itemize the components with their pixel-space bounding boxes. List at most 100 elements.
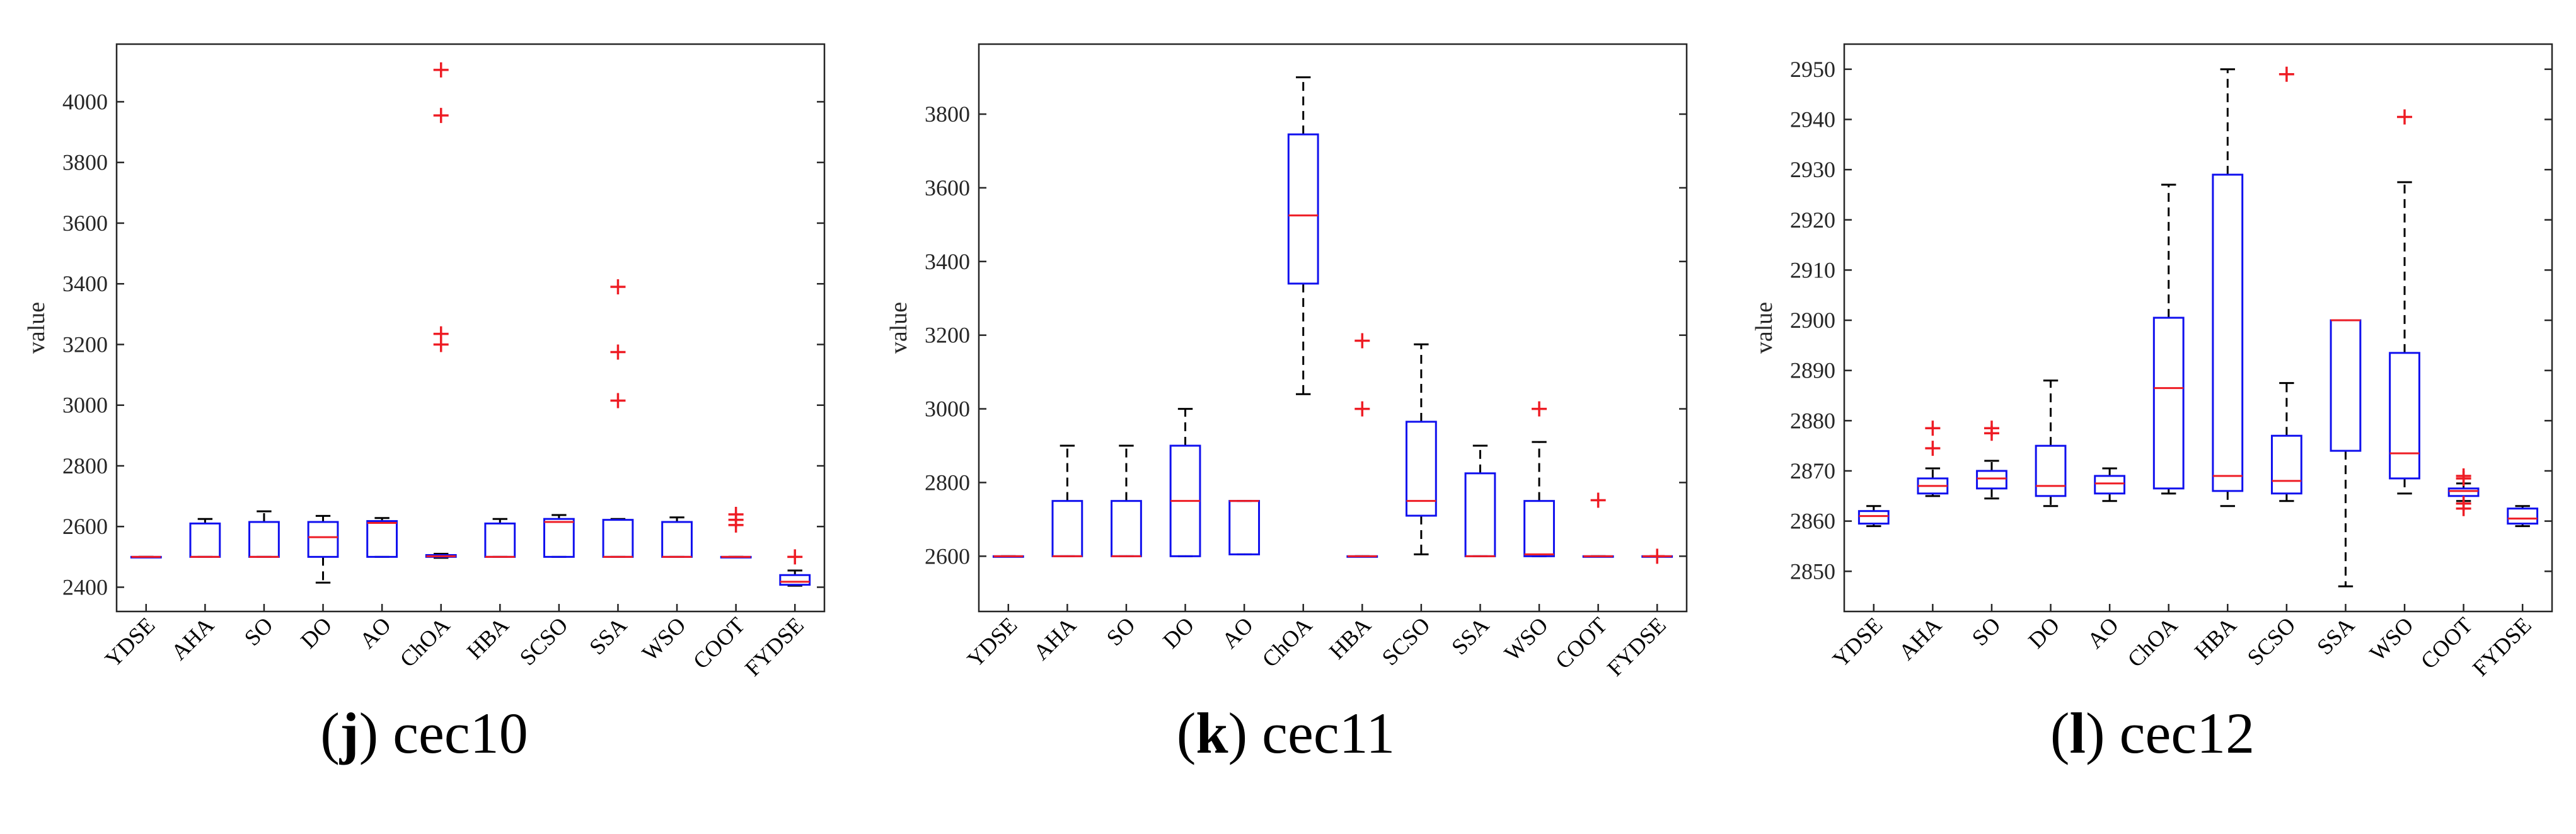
box-HBA: [2212, 68, 2244, 507]
box-iqr: [1287, 133, 1319, 285]
x-tick-label: HBA: [2190, 612, 2241, 664]
x-tick-label: WSO: [1499, 612, 1553, 666]
box-SCSO: [1405, 343, 1437, 555]
box-iqr: [2507, 507, 2539, 525]
box-DO: [307, 514, 339, 584]
x-tick-label: DO: [2023, 612, 2064, 653]
box-iqr: [1051, 500, 1083, 557]
outlier-marker: [433, 108, 449, 124]
box-AO: [366, 517, 398, 558]
outlier-marker: [787, 549, 803, 565]
box-DO: [1169, 408, 1201, 557]
outlier-marker: [1925, 441, 1941, 456]
x-tick-label: COOT: [2416, 612, 2478, 674]
outlier-marker: [1354, 401, 1370, 417]
y-tick-label: 2600: [62, 514, 108, 539]
box-SSA: [2330, 319, 2362, 588]
box-iqr: [189, 522, 221, 558]
box-HBA: [1346, 333, 1378, 558]
x-tick-label: FYDSE: [1602, 612, 1671, 681]
outlier-marker: [2456, 468, 2471, 484]
box-iqr: [602, 519, 634, 558]
chart-cec12: 2850 2860 2870 2880 2890 2900 2910 2920 2930 2940…: [1751, 43, 2553, 681]
caption-cec10: (j) cec10: [141, 700, 708, 767]
y-tick-label: 3400: [62, 271, 108, 296]
caption-suffix: ): [2086, 701, 2105, 765]
box-iqr: [2270, 434, 2302, 495]
y-tick-label: 3200: [925, 323, 970, 348]
outlier-marker: [433, 326, 449, 342]
y-tick-label: 3200: [62, 332, 108, 357]
y-tick-label: 3000: [62, 393, 108, 418]
box-SO: [1976, 420, 2007, 500]
x-tick-label: SO: [240, 612, 278, 651]
y-tick-label: 2880: [1790, 408, 1835, 433]
box-iqr: [484, 522, 516, 558]
y-tick-label: 2870: [1790, 458, 1835, 484]
y-tick-label: 3000: [925, 397, 970, 422]
outlier-marker: [728, 506, 744, 522]
x-tick-label: AO: [355, 612, 396, 653]
box-SCSO: [543, 514, 575, 558]
y-tick-label: 2850: [1790, 559, 1835, 584]
caption-prefix: (: [2050, 701, 2070, 765]
x-tick-label: DO: [296, 612, 337, 653]
outlier-marker: [610, 344, 626, 360]
x-tick-label: YDSE: [962, 612, 1022, 672]
box-AO: [1228, 500, 1261, 555]
box-COOT: [1582, 492, 1614, 558]
x-tick-label: HBA: [1324, 612, 1376, 664]
box-COOT: [720, 506, 752, 559]
box-iqr: [1523, 500, 1555, 557]
x-tick-label: SCSO: [515, 612, 573, 670]
box-AO: [2094, 467, 2126, 502]
outlier-marker: [1532, 401, 1547, 417]
box-iqr: [1464, 472, 1496, 557]
x-tick-label: AO: [1217, 612, 1258, 653]
outlier-marker: [1354, 333, 1370, 349]
outlier-marker: [2397, 109, 2413, 125]
box-iqr: [1228, 500, 1261, 555]
box-SSA: [602, 279, 634, 558]
box-iqr: [2389, 352, 2420, 480]
y-axis-label: value: [886, 302, 912, 354]
outlier-marker: [2279, 66, 2294, 82]
y-tick-label: 4000: [62, 89, 108, 114]
box-YDSE: [1857, 505, 1890, 528]
outlier-marker: [433, 62, 449, 78]
x-tick-label: AHA: [1894, 612, 1946, 664]
y-tick-label: 3400: [925, 249, 970, 274]
y-tick-label: 3800: [62, 150, 108, 175]
box-YDSE: [992, 555, 1024, 558]
x-tick-label: WSO: [637, 612, 691, 666]
chart-cec11: 2600 2800 3000 3200 3400 3600 3800 value YDSE AHA…: [886, 43, 1688, 681]
x-tick-label: SO: [1967, 612, 2006, 651]
box-iqr: [2447, 487, 2480, 497]
box-iqr: [307, 521, 339, 558]
caption-name: cec12: [2119, 701, 2255, 765]
box-AHA: [1051, 444, 1083, 557]
caption-prefix: (: [320, 701, 340, 765]
box-COOT: [2447, 468, 2480, 516]
box-SO: [248, 510, 280, 558]
box-WSO: [2389, 109, 2420, 495]
box-iqr: [366, 520, 398, 558]
box-FYDSE: [1641, 548, 1673, 564]
y-tick-label: 2950: [1790, 57, 1835, 82]
outlier-marker: [1925, 420, 1941, 436]
caption-name: cec10: [393, 701, 528, 765]
box-FYDSE: [779, 549, 811, 587]
outlier-marker: [2456, 495, 2471, 511]
y-tick-label: 2920: [1790, 207, 1835, 233]
box-WSO: [661, 516, 693, 558]
x-tick-label: AHA: [1029, 612, 1081, 664]
y-tick-label: 2900: [1790, 308, 1835, 333]
x-tick-label: DO: [1158, 612, 1199, 653]
box-ChOA: [425, 62, 457, 559]
x-tick-label: SSA: [2312, 612, 2359, 659]
x-tick-label: ChOA: [395, 612, 455, 672]
x-tick-label: ChOA: [1257, 612, 1317, 672]
caption-cec11: (k) cec11: [1002, 700, 1569, 767]
box-iqr: [2212, 173, 2244, 492]
